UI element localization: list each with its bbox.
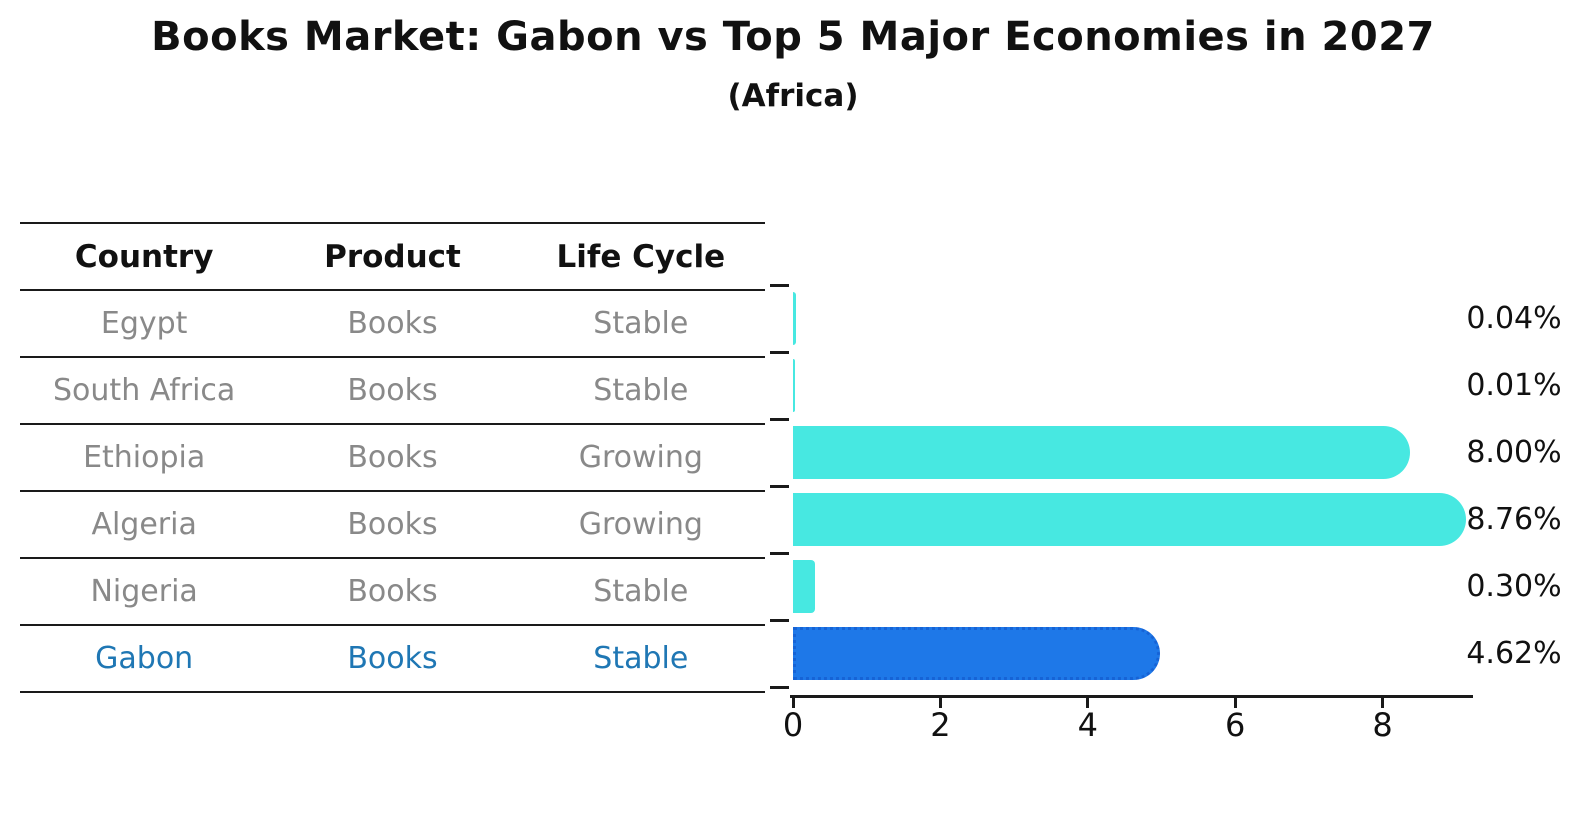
cell-life-cycle: Stable: [593, 306, 689, 341]
x-axis-tick: [1086, 698, 1090, 708]
x-axis-tick: [1233, 698, 1237, 708]
x-axis-tick-label: 0: [782, 706, 804, 744]
cell-country: Ethiopia: [83, 440, 206, 475]
x-axis-tick: [791, 698, 795, 708]
table-row-gabon: Gabon Books Stable: [20, 626, 765, 693]
table-row-ethiopia: Ethiopia Books Growing: [20, 425, 765, 492]
y-axis-tick: [770, 619, 789, 622]
table-row-egypt: Egypt Books Stable: [20, 291, 765, 358]
y-axis-tick: [770, 686, 789, 689]
x-axis-line: [790, 695, 1473, 698]
x-axis-tick: [1381, 698, 1385, 708]
cell-product: Books: [347, 440, 438, 475]
x-axis-tick-label: 4: [1077, 706, 1098, 744]
chart-subtitle: (Africa): [727, 78, 859, 114]
y-axis-tick: [770, 351, 789, 354]
bar-nigeria: [793, 560, 816, 613]
value-label-algeria: 8.76%: [1466, 501, 1562, 537]
cell-product: Books: [347, 507, 438, 542]
table-header-country: Country: [74, 238, 214, 275]
cell-country: South Africa: [53, 373, 236, 408]
x-axis-tick-label: 2: [930, 706, 951, 744]
cell-product: Books: [347, 373, 438, 408]
bar-gabon: [793, 627, 1161, 680]
bar-egypt: [793, 292, 796, 345]
y-axis-tick: [770, 552, 789, 555]
y-axis-tick: [770, 284, 789, 287]
cell-life-cycle: Stable: [593, 574, 689, 609]
table-row-south-africa: South Africa Books Stable: [20, 358, 765, 425]
table-body: Egypt Books Stable South Africa Books Stable E…: [20, 291, 765, 693]
x-axis-tick-label: 8: [1372, 706, 1393, 744]
bar-south-africa: [793, 359, 795, 412]
table-header-product: Product: [324, 238, 461, 275]
cell-life-cycle: Growing: [578, 440, 703, 475]
table-header-life-cycle: Life Cycle: [556, 238, 726, 275]
cell-country: Gabon: [95, 641, 194, 676]
cell-product: Books: [347, 574, 438, 609]
value-label-ethiopia: 8.00%: [1466, 434, 1562, 470]
value-label-gabon: 4.62%: [1466, 635, 1562, 671]
value-label-egypt: 0.04%: [1466, 300, 1562, 336]
x-axis-tick-label: 6: [1225, 706, 1246, 744]
table-row-algeria: Algeria Books Growing: [20, 492, 765, 559]
bar-algeria: [793, 493, 1466, 546]
cell-country: Algeria: [91, 507, 197, 542]
table-row-nigeria: Nigeria Books Stable: [20, 559, 765, 626]
cell-life-cycle: Stable: [593, 641, 689, 676]
cell-country: Nigeria: [90, 574, 198, 609]
y-axis-tick: [770, 485, 789, 488]
table-header-row: Country Product Life Cycle: [20, 224, 765, 291]
cell-life-cycle: Stable: [593, 373, 689, 408]
value-label-nigeria: 0.30%: [1466, 568, 1562, 604]
summary-table: Country Product Life Cycle Egypt Books Stabl…: [20, 222, 765, 693]
value-label-south-africa: 0.01%: [1466, 367, 1562, 403]
cell-product: Books: [347, 641, 438, 676]
chart-title: Books Market: Gabon vs Top 5 Major Econo…: [151, 14, 1435, 60]
cell-life-cycle: Growing: [578, 507, 703, 542]
cell-country: Egypt: [100, 306, 188, 341]
y-axis-tick: [770, 418, 789, 421]
x-axis-tick: [938, 698, 942, 708]
bar-ethiopia: [793, 426, 1410, 479]
cell-product: Books: [347, 306, 438, 341]
